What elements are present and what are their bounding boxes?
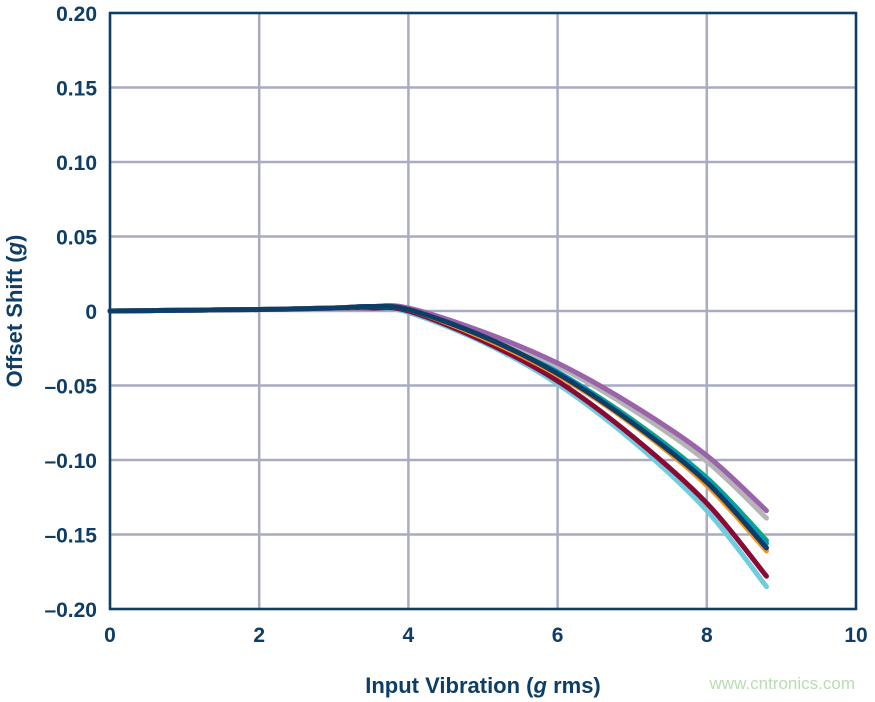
series-line-1 bbox=[107, 305, 769, 579]
plot-frame bbox=[108, 11, 858, 611]
series-line-7 bbox=[107, 303, 769, 551]
watermark: www.cntronics.com bbox=[709, 674, 855, 693]
y-tick-label: 0.10 bbox=[56, 152, 97, 175]
y-tick-label: 0.20 bbox=[56, 3, 97, 26]
y-tick-label: –0.10 bbox=[44, 450, 97, 473]
x-tick-label: 8 bbox=[701, 624, 713, 647]
x-tick-label: 4 bbox=[403, 624, 415, 647]
y-tick-label: 0.15 bbox=[56, 78, 97, 101]
y-tick-label: –0.20 bbox=[44, 599, 97, 622]
x-tick-label: 10 bbox=[844, 624, 867, 647]
x-tick-label: 6 bbox=[552, 624, 564, 647]
x-tick-label: 0 bbox=[104, 624, 116, 647]
tick-labels: 0 2 4 6 8 10 0.20 0.15 0.10 0.05 0 –0.05 –0.10 –0.15 –… bbox=[44, 3, 867, 647]
y-tick-label: –0.05 bbox=[44, 376, 97, 399]
series-line-3 bbox=[107, 303, 769, 543]
y-axis-label: Offset Shift (g) bbox=[2, 235, 27, 388]
y-tick-label: –0.15 bbox=[44, 525, 97, 548]
series-line-5 bbox=[107, 303, 769, 521]
series-lines bbox=[107, 303, 769, 590]
y-tick-label: 0 bbox=[85, 301, 97, 324]
x-tick-label: 2 bbox=[253, 624, 265, 647]
x-axis-label: Input Vibration (g rms) bbox=[365, 673, 601, 698]
y-tick-label: 0.05 bbox=[56, 227, 97, 250]
series-line-6 bbox=[107, 303, 769, 514]
